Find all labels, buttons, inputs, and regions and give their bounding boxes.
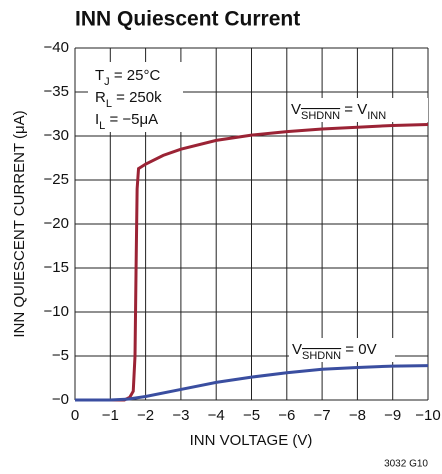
- series-label: VSHDNN = VINN: [291, 101, 386, 122]
- label-part: L: [106, 98, 112, 110]
- label-part: R: [95, 89, 106, 106]
- x-tick-label: −4: [208, 407, 225, 424]
- y-axis-label: INN QUIESCENT CURRENT (μA): [11, 110, 28, 337]
- x-tick-label: −8: [349, 407, 366, 424]
- x-tick-label: −1: [102, 407, 119, 424]
- label-part: T: [95, 67, 104, 84]
- label-part: I: [95, 111, 99, 128]
- x-axis-label: INN VOLTAGE (V): [190, 432, 313, 449]
- series-line: [75, 364, 429, 402]
- condition-label: TJ = 25°C: [95, 67, 160, 88]
- y-tick-label: −15: [44, 259, 69, 276]
- x-tick-label: −7: [314, 407, 331, 424]
- label-background: [288, 98, 428, 122]
- chart-title: INN Quiescent Current: [75, 8, 300, 31]
- label-part: = V: [340, 101, 367, 118]
- label-part: V: [292, 341, 302, 358]
- label-background: [88, 62, 183, 132]
- condition-label: RL = 250k: [95, 89, 162, 110]
- y-tick-label: −40: [44, 39, 69, 56]
- x-tick-label: −5: [243, 407, 260, 424]
- label-part: V: [291, 101, 301, 118]
- y-tick-label: −25: [44, 171, 69, 188]
- y-tick-label: −0: [52, 391, 69, 408]
- x-tick-label: −2: [137, 407, 154, 424]
- x-tick-label: 0: [71, 407, 79, 424]
- label-part: = 250k: [112, 89, 162, 106]
- label-background: [289, 338, 395, 362]
- y-tick-label: −35: [44, 83, 69, 100]
- label-part: = −5μA: [105, 111, 158, 128]
- label-part: J: [104, 76, 110, 88]
- footnote: 3032 G10: [384, 459, 428, 470]
- label-part: INN: [367, 110, 386, 122]
- y-tick-label: −5: [52, 347, 69, 364]
- y-tick-label: −20: [44, 215, 69, 232]
- x-tick-label: −10: [415, 407, 440, 424]
- label-part: = 25°C: [110, 67, 161, 84]
- label-part: SHDNN: [301, 110, 340, 122]
- label-part: L: [99, 120, 105, 132]
- condition-label: IL = −5μA: [95, 111, 158, 132]
- label-part: = 0V: [341, 341, 376, 358]
- label-part: SHDNN: [302, 350, 341, 362]
- series-label: VSHDNN = 0V: [292, 341, 377, 362]
- y-tick-label: −30: [44, 127, 69, 144]
- x-tick-label: −9: [384, 407, 401, 424]
- x-tick-label: −6: [278, 407, 295, 424]
- x-tick-label: −3: [172, 407, 189, 424]
- y-tick-label: −10: [44, 303, 69, 320]
